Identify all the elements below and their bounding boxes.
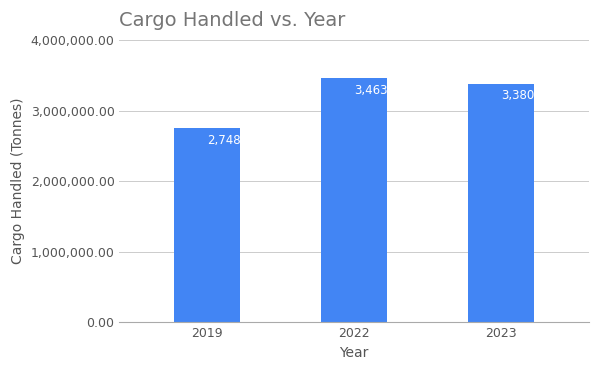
- Bar: [321, 78, 387, 322]
- X-axis label: Year: Year: [340, 346, 369, 360]
- Bar: [468, 84, 534, 322]
- Text: 3,463,497.95: 3,463,497.95: [354, 83, 433, 96]
- Bar: [175, 128, 241, 322]
- Text: 3,380,374.00: 3,380,374.00: [501, 89, 579, 102]
- Text: 2,748,271.54: 2,748,271.54: [208, 134, 286, 147]
- Text: Cargo Handled vs. Year: Cargo Handled vs. Year: [119, 11, 346, 30]
- Y-axis label: Cargo Handled (Tonnes): Cargo Handled (Tonnes): [11, 98, 25, 265]
